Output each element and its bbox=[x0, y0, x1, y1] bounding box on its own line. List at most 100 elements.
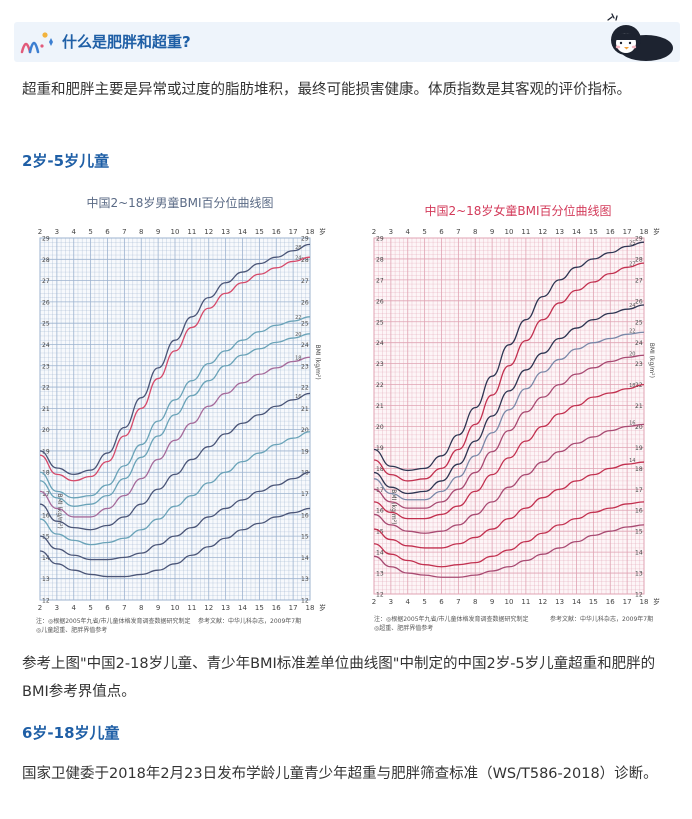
girl-series-line-9 bbox=[373, 501, 645, 568]
girl-y-label-left: BMI (kg/m²) bbox=[390, 489, 397, 524]
boy-y-tick-right: 13 bbox=[301, 576, 309, 583]
boy-y-tick-right: 14 bbox=[301, 555, 309, 562]
girl-y-tick-left: 24 bbox=[376, 340, 384, 347]
girl-y-tick-right: 29 bbox=[635, 236, 643, 243]
boy-x-unit-top: 岁 bbox=[319, 227, 326, 236]
girl-curve-label: 14 bbox=[629, 458, 635, 464]
boy-y-tick-left: 15 bbox=[42, 534, 50, 541]
girl-y-tick-right: 12 bbox=[635, 592, 643, 599]
boy-x-tick-bottom: 2 bbox=[38, 604, 42, 612]
girl-x-tick-top: 3 bbox=[389, 228, 393, 236]
girl-x-tick-bottom: 4 bbox=[406, 598, 411, 606]
boy-x-tick-top: 10 bbox=[171, 228, 180, 236]
girl-x-tick-bottom: 15 bbox=[589, 598, 598, 606]
boy-x-tick-top: 17 bbox=[289, 228, 298, 236]
boy-x-tick-top: 15 bbox=[255, 228, 264, 236]
boy-x-tick-bottom: 10 bbox=[171, 604, 180, 612]
girl-x-tick-bottom: 17 bbox=[623, 598, 632, 606]
boy-y-tick-right: 23 bbox=[301, 363, 309, 370]
girl-curve-label: 25 bbox=[629, 240, 635, 246]
girl-x-tick-top: 2 bbox=[372, 228, 376, 236]
girl-series-line-4 bbox=[373, 331, 645, 501]
boy-x-tick-top: 8 bbox=[139, 228, 143, 236]
banner-title: 什么是肥胖和超重? bbox=[62, 33, 191, 51]
girl-x-tick-top: 7 bbox=[456, 228, 460, 236]
girl-chart-svg: 2233445566778899101011111212131314141515… bbox=[372, 227, 660, 606]
boy-y-tick-right: 12 bbox=[301, 598, 309, 605]
boy-y-tick-left: 13 bbox=[42, 576, 50, 583]
girl-curve-label: 20 bbox=[629, 351, 635, 357]
section2-paragraph: 国家卫健委于2018年2月23日发布学龄儿童青少年超重与肥胖筛查标准（WS/T5… bbox=[22, 766, 658, 782]
boy-footnote-left2: ◎儿童超重、肥胖界值参考 bbox=[36, 627, 108, 634]
boy-x-tick-top: 14 bbox=[238, 228, 247, 236]
boy-x-tick-top: 12 bbox=[204, 228, 213, 236]
boy-y-tick-left: 29 bbox=[42, 236, 50, 243]
girl-y-tick-left: 12 bbox=[376, 592, 384, 599]
girl-x-tick-top: 14 bbox=[572, 228, 581, 236]
girl-x-tick-bottom: 16 bbox=[606, 598, 615, 606]
boy-y-tick-right: 27 bbox=[301, 278, 309, 285]
boy-y-tick-right: 19 bbox=[301, 448, 309, 455]
boy-x-tick-bottom: 11 bbox=[187, 604, 196, 612]
girl-x-tick-bottom: 18 bbox=[640, 598, 649, 606]
girl-y-tick-right: 19 bbox=[635, 445, 643, 452]
girl-y-tick-left: 23 bbox=[376, 361, 384, 368]
girl-curve-label: 27 bbox=[629, 261, 635, 267]
boy-x-tick-bottom: 18 bbox=[306, 604, 315, 612]
boy-curve-label: 28 bbox=[295, 245, 301, 251]
girl-y-tick-right: 25 bbox=[635, 319, 643, 326]
boy-y-tick-left: 18 bbox=[42, 470, 50, 477]
boy-y-label-left: BMI (kg/m²) bbox=[56, 494, 63, 529]
girl-x-unit-top: 岁 bbox=[653, 227, 660, 236]
girl-series-line-10 bbox=[373, 524, 645, 578]
boy-curve-label: 24 bbox=[295, 255, 301, 261]
girl-y-tick-left: 19 bbox=[376, 445, 384, 452]
girl-series-line-3 bbox=[373, 304, 645, 495]
boy-series-line-7 bbox=[39, 431, 311, 546]
girl-x-tick-top: 16 bbox=[606, 228, 615, 236]
boy-x-tick-bottom: 16 bbox=[272, 604, 281, 612]
girl-footnote-right: 参考文献：中华儿科杂志，2009年7期 bbox=[550, 616, 654, 623]
boy-curve-label: 22 bbox=[295, 315, 301, 321]
boy-chart-title: 中国2~18岁男童BMI百分位曲线图 bbox=[86, 196, 274, 210]
boy-y-tick-left: 26 bbox=[42, 299, 50, 306]
boy-x-tick-top: 9 bbox=[156, 228, 160, 236]
girl-x-tick-top: 11 bbox=[521, 228, 530, 236]
girl-series-line-8 bbox=[373, 461, 645, 549]
sparkle-icon bbox=[20, 32, 53, 54]
girl-y-tick-left: 17 bbox=[376, 487, 384, 494]
girl-y-tick-right: 17 bbox=[635, 487, 643, 494]
girl-x-tick-top: 9 bbox=[490, 228, 494, 236]
boy-y-tick-right: 21 bbox=[301, 406, 309, 413]
girl-x-tick-top: 4 bbox=[406, 228, 411, 236]
girl-y-tick-right: 26 bbox=[635, 298, 643, 305]
girl-y-tick-right: 21 bbox=[635, 403, 643, 410]
girl-y-tick-left: 18 bbox=[376, 466, 384, 473]
boy-y-label-right: BMI (kg/m²) bbox=[314, 344, 321, 379]
girl-series-line-1 bbox=[373, 241, 645, 472]
girl-bmi-chart: 中国2~18岁女童BMI百分位曲线图 2 2 3 3 4 4 5 5 6 6 7 7 8 8 9 9 10 10 1… bbox=[360, 188, 676, 636]
boy-x-tick-top: 3 bbox=[55, 228, 59, 236]
boy-x-tick-bottom: 3 bbox=[55, 604, 59, 612]
girl-curve-label: 18 bbox=[629, 383, 635, 389]
boy-y-tick-right: 15 bbox=[301, 534, 309, 541]
boy-y-tick-right: 17 bbox=[301, 491, 309, 498]
boy-y-tick-left: 16 bbox=[42, 512, 50, 519]
girl-x-tick-top: 15 bbox=[589, 228, 598, 236]
girl-y-tick-left: 16 bbox=[376, 508, 384, 515]
girl-footnote-left: 注：◎根据2005年九省/市儿童体格发育调查数据研究制定 bbox=[374, 616, 529, 623]
girl-footnote-left2: ◎超重、肥胖界值参考 bbox=[374, 625, 434, 632]
girl-y-tick-right: 18 bbox=[635, 466, 643, 473]
boy-series-line-2 bbox=[39, 256, 311, 482]
girl-y-tick-right: 14 bbox=[635, 550, 643, 557]
boy-y-tick-right: 20 bbox=[301, 427, 309, 434]
girl-y-tick-left: 20 bbox=[376, 424, 384, 431]
boy-series-line-9 bbox=[39, 507, 311, 578]
girl-curve-label: 16 bbox=[629, 420, 635, 426]
boy-curve-label: 18 bbox=[295, 356, 301, 362]
boy-x-tick-top: 4 bbox=[72, 228, 77, 236]
girl-series-line-7 bbox=[373, 423, 645, 534]
girl-series-line-6 bbox=[373, 383, 645, 520]
boy-x-tick-bottom: 12 bbox=[204, 604, 213, 612]
boy-footnote-right: 参考文献：中华儿科杂志，2009年7期 bbox=[198, 618, 302, 625]
